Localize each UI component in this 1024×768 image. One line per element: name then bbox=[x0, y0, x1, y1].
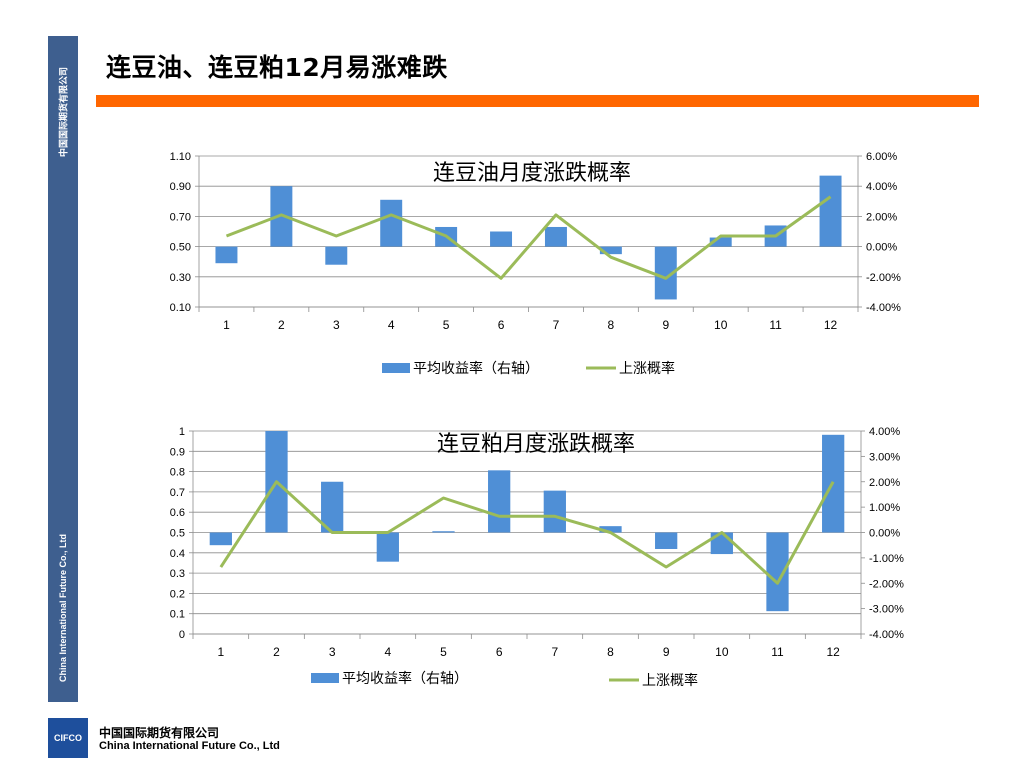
right-axis-tick-label: 6.00% bbox=[866, 151, 897, 163]
bar bbox=[655, 532, 678, 549]
bar bbox=[766, 532, 789, 612]
x-axis-tick-label: 3 bbox=[333, 318, 340, 332]
right-axis-tick-label: -2.00% bbox=[866, 272, 901, 284]
sidebar-band bbox=[48, 36, 78, 702]
legend-label-bar: 平均收益率（右轴） bbox=[342, 670, 468, 687]
x-axis-tick-label: 7 bbox=[553, 318, 560, 332]
right-axis-tick-label: -4.00% bbox=[866, 302, 901, 314]
x-axis-tick-label: 1 bbox=[223, 318, 230, 332]
right-axis-tick-label: -1.00% bbox=[869, 553, 904, 565]
x-axis-tick-label: 12 bbox=[826, 645, 840, 659]
left-axis-tick-label: 0.30 bbox=[170, 272, 191, 284]
x-axis-tick-label: 1 bbox=[217, 645, 224, 659]
left-axis-tick-label: 0.7 bbox=[170, 487, 185, 499]
left-axis-tick-label: 0.6 bbox=[170, 507, 185, 519]
x-axis-tick-label: 6 bbox=[498, 318, 505, 332]
title-underline bbox=[96, 95, 979, 107]
bar bbox=[325, 246, 348, 265]
bar bbox=[488, 470, 511, 533]
bar bbox=[209, 532, 232, 546]
left-axis-tick-label: 0.70 bbox=[170, 211, 191, 223]
right-axis-tick-label: 1.00% bbox=[869, 502, 900, 514]
right-axis-tick-label: 2.00% bbox=[869, 477, 900, 489]
left-axis-tick-label: 0.3 bbox=[170, 568, 185, 580]
x-axis-tick-label: 2 bbox=[273, 645, 280, 659]
cifco-logo: CIFCO bbox=[48, 718, 88, 758]
left-axis-tick-label: 0.10 bbox=[170, 302, 191, 314]
x-axis-tick-label: 12 bbox=[824, 318, 838, 332]
legend-swatch-bar bbox=[311, 673, 339, 683]
bar bbox=[544, 226, 567, 247]
legend-label-line: 上涨概率 bbox=[619, 360, 675, 377]
left-axis-tick-label: 0.5 bbox=[170, 528, 185, 540]
x-axis-tick-label: 10 bbox=[714, 318, 728, 332]
left-axis-tick-label: 0.50 bbox=[170, 242, 191, 254]
bar bbox=[819, 175, 842, 247]
x-axis-tick-label: 3 bbox=[329, 645, 336, 659]
x-axis-tick-label: 10 bbox=[715, 645, 729, 659]
x-axis-tick-label: 4 bbox=[384, 645, 391, 659]
x-axis-tick-label: 7 bbox=[551, 645, 558, 659]
bar bbox=[321, 481, 344, 533]
left-axis-tick-label: 0.2 bbox=[170, 588, 185, 600]
legend-label-line: 上涨概率 bbox=[642, 672, 698, 689]
left-axis-tick-label: 0.4 bbox=[170, 548, 185, 560]
bar bbox=[490, 231, 513, 247]
right-axis-tick-label: -2.00% bbox=[869, 578, 904, 590]
right-axis-tick-label: -4.00% bbox=[869, 629, 904, 641]
right-axis-tick-label: 3.00% bbox=[869, 451, 900, 463]
footer-company-cn: 中国国际期货有限公司 bbox=[99, 726, 220, 740]
x-axis-tick-label: 8 bbox=[607, 645, 614, 659]
left-axis-tick-label: 0.1 bbox=[170, 609, 185, 621]
footer-company-en: China International Future Co., Ltd bbox=[99, 740, 280, 752]
right-axis-tick-label: 0.00% bbox=[866, 242, 897, 254]
probability-line bbox=[219, 480, 835, 585]
bar bbox=[599, 526, 622, 533]
chart-title: 连豆油月度涨跌概率 bbox=[433, 161, 631, 186]
bar bbox=[543, 490, 566, 533]
x-axis-tick-label: 4 bbox=[388, 318, 395, 332]
x-axis-tick-label: 11 bbox=[769, 318, 782, 332]
x-axis-tick-label: 6 bbox=[496, 645, 503, 659]
left-axis-tick-label: 1 bbox=[179, 426, 185, 438]
right-axis-tick-label: 4.00% bbox=[869, 426, 900, 438]
left-axis-tick-label: 0 bbox=[179, 629, 185, 641]
x-axis-tick-label: 2 bbox=[278, 318, 285, 332]
x-axis-tick-label: 11 bbox=[771, 645, 784, 659]
x-axis-tick-label: 5 bbox=[443, 318, 450, 332]
bar bbox=[376, 532, 399, 562]
right-axis-tick-label: 0.00% bbox=[869, 528, 900, 540]
legend-label-bar: 平均收益率（右轴） bbox=[413, 360, 539, 377]
right-axis-tick-label: -3.00% bbox=[869, 604, 904, 616]
legend-swatch-bar bbox=[382, 363, 410, 373]
x-axis-tick-label: 5 bbox=[440, 645, 447, 659]
bar bbox=[380, 199, 403, 247]
bar bbox=[599, 246, 622, 255]
left-axis-tick-label: 0.9 bbox=[170, 446, 185, 458]
bar bbox=[215, 246, 238, 264]
bar bbox=[432, 531, 455, 533]
x-axis-tick-label: 8 bbox=[608, 318, 615, 332]
probability-line bbox=[225, 195, 832, 280]
x-axis-tick-label: 9 bbox=[662, 318, 669, 332]
page-title: 连豆油、连豆粕12月易涨难跌 bbox=[106, 53, 448, 82]
chart-title: 连豆粕月度涨跌概率 bbox=[437, 432, 635, 457]
bar bbox=[709, 237, 732, 247]
left-axis-tick-label: 1.10 bbox=[170, 151, 191, 163]
x-axis-tick-label: 9 bbox=[663, 645, 670, 659]
left-axis-tick-label: 0.90 bbox=[170, 181, 191, 193]
right-axis-tick-label: 4.00% bbox=[866, 181, 897, 193]
bar bbox=[654, 246, 677, 300]
right-axis-tick-label: 2.00% bbox=[866, 211, 897, 223]
soybean-oil-chart: 0.10 0.30 0.50 0.70 0.90 1.10 -4.00% -2.00% 0.00… bbox=[170, 151, 901, 377]
left-axis-tick-label: 0.8 bbox=[170, 467, 185, 479]
